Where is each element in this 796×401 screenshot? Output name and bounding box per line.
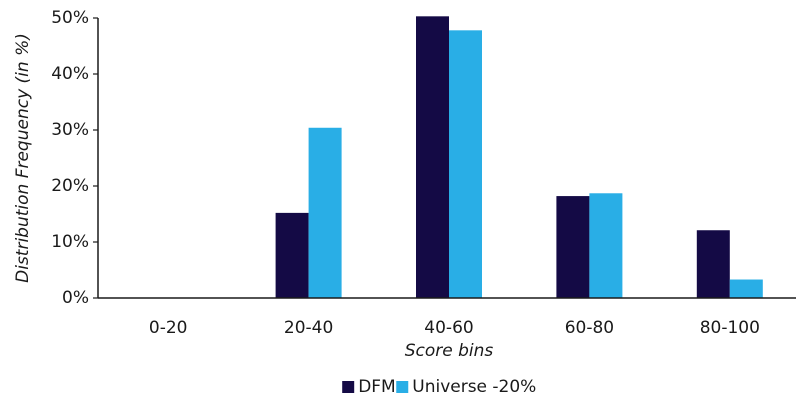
- bar-dfm-20-40: [275, 212, 309, 298]
- y-axis-title: Distribution Frequency (in %): [13, 33, 33, 283]
- bar-dfm-80-100: [696, 230, 730, 298]
- bar-dfm-40-60: [416, 16, 449, 298]
- x-tick-label: 80-100: [700, 318, 760, 338]
- bar-universe-40-60: [449, 30, 482, 298]
- y-tick-label: 50%: [51, 8, 89, 28]
- x-tick-label: 20-40: [284, 318, 333, 338]
- bar-dfm-60-80: [556, 196, 590, 298]
- y-tick-label: 30%: [51, 120, 89, 140]
- legend: DFM Universe -20%: [342, 377, 536, 397]
- bar-universe-20-40: [308, 127, 342, 298]
- legend-label-1: Universe -20%: [412, 377, 536, 397]
- x-axis-ticks: 0-20 20-40 40-60 60-80 80-100: [149, 318, 760, 338]
- legend-label-0: DFM: [358, 377, 396, 397]
- legend-swatch-0: [342, 381, 355, 393]
- bars: [275, 16, 763, 298]
- y-tick-label: 0%: [62, 288, 89, 308]
- x-axis-title: Score bins: [405, 341, 494, 361]
- y-tick-label: 10%: [51, 232, 89, 252]
- x-tick-label: 60-80: [565, 318, 614, 338]
- x-tick-label: 40-60: [424, 318, 473, 338]
- x-tick-label: 0-20: [149, 318, 188, 338]
- y-tick-label: 20%: [51, 176, 89, 196]
- y-tick-label: 40%: [51, 64, 89, 84]
- legend-swatch-1: [396, 381, 409, 393]
- y-axis-ticks: 0% 10% 20% 30% 40% 50%: [51, 8, 98, 308]
- bar-universe-60-80: [589, 193, 623, 298]
- bar-universe-80-100: [729, 279, 763, 298]
